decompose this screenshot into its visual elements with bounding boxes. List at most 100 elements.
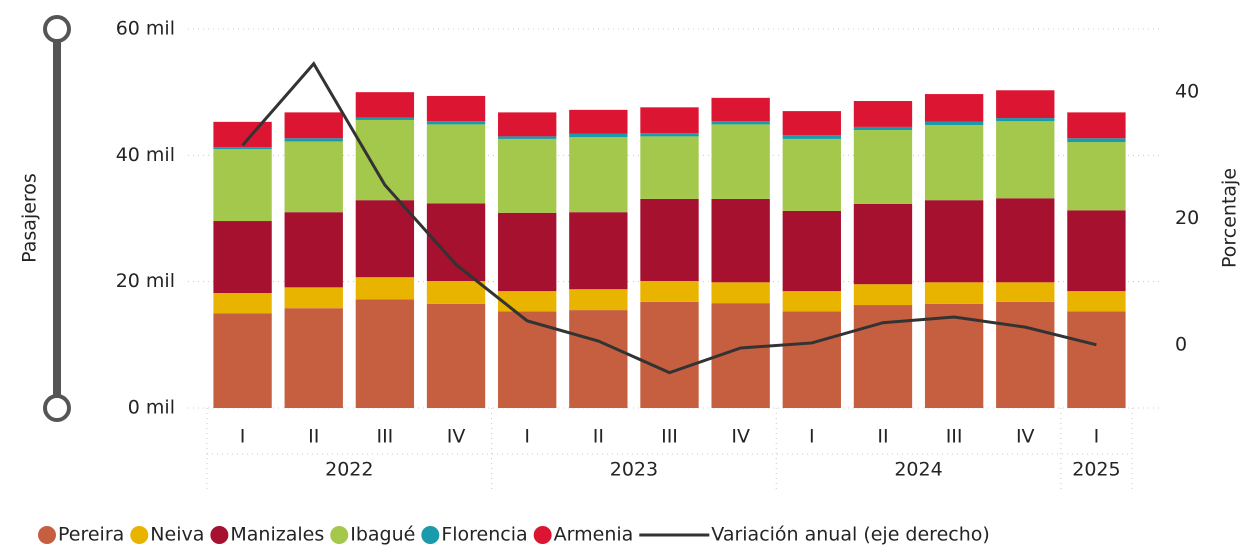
bar-segment: [924, 121, 984, 126]
y2-tick-label: 20: [1175, 207, 1199, 229]
bar-segment: [355, 200, 415, 278]
bar-segment: [996, 301, 1055, 408]
x-tick-label: II: [593, 426, 604, 448]
legend-label: Florencia: [441, 524, 527, 546]
bar-segment: [569, 133, 628, 138]
legend-label: Variación anual (eje derecho): [711, 524, 990, 546]
x-tick-label: I: [240, 426, 246, 448]
bar-segment: [711, 124, 770, 199]
bar-segment: [640, 281, 699, 302]
bar-segment: [711, 282, 770, 304]
bar-segment: [640, 107, 699, 134]
bar-segment: [924, 282, 984, 304]
bar-segment: [924, 94, 984, 122]
bar-segment: [853, 203, 913, 285]
bar-segment: [996, 198, 1055, 283]
bar-segment: [1067, 138, 1126, 143]
bar-segment: [711, 121, 770, 125]
bar-segment: [853, 284, 913, 306]
bar-segment: [996, 121, 1055, 199]
bar-segment: [213, 221, 272, 294]
x-group-label: 2025: [1072, 459, 1120, 481]
bar-segment: [284, 138, 343, 142]
bar-segment: [426, 281, 486, 304]
bar-segment: [853, 126, 913, 131]
bar-segment: [498, 291, 557, 312]
x-tick-label: I: [1094, 426, 1100, 448]
x-tick-label: II: [877, 426, 888, 448]
bar-segment: [1067, 142, 1126, 211]
bar-segment: [569, 212, 628, 290]
bar-segment: [711, 198, 770, 283]
bar-segment: [1067, 210, 1126, 292]
x-group-label: 2023: [610, 459, 658, 481]
bar-segment: [640, 136, 699, 199]
legend-marker: [130, 526, 149, 544]
bar-segment: [498, 212, 557, 292]
x-group-label: 2024: [894, 459, 942, 481]
bar-segment: [640, 198, 699, 282]
bar-segment: [569, 310, 628, 408]
y-tick-label: 60 mil: [116, 18, 175, 40]
bar-segment: [782, 138, 841, 211]
bar-segment: [782, 210, 841, 292]
bar-segment: [924, 125, 984, 201]
range-slider-handle[interactable]: [43, 15, 71, 43]
bar-segment: [426, 121, 486, 125]
y-axis-label: Pasajeros: [19, 173, 41, 263]
bar-segment: [1067, 291, 1126, 312]
bar-segment: [426, 95, 486, 122]
bar-segment: [284, 212, 343, 288]
bar-segment: [569, 137, 628, 213]
bar-segment: [426, 303, 486, 408]
bar-segment: [284, 287, 343, 309]
bar-segment: [355, 277, 415, 300]
bar-segment: [996, 282, 1055, 302]
bar-segment: [213, 293, 272, 314]
bar-segment: [924, 200, 984, 283]
bar-segment: [1067, 311, 1126, 408]
x-tick-label: II: [308, 426, 319, 448]
y2-tick-label: 0: [1175, 333, 1187, 355]
legend-label: Manizales: [230, 524, 324, 546]
x-tick-label: IV: [1016, 426, 1035, 448]
bar-segment: [213, 313, 272, 408]
bar-segment: [782, 111, 841, 136]
x-tick-label: IV: [731, 426, 750, 448]
y2-tick-label: 40: [1175, 81, 1199, 103]
bar-segment: [213, 121, 272, 148]
bar-segment: [284, 112, 343, 139]
range-slider-handle[interactable]: [43, 394, 71, 422]
bar-segment: [213, 149, 272, 222]
bar-segment: [355, 119, 415, 201]
bar-segment: [853, 130, 913, 204]
bar-segment: [569, 289, 628, 311]
legend-label: Armenia: [554, 524, 634, 546]
bar-segment: [782, 135, 841, 139]
x-tick-label: III: [661, 426, 678, 448]
bar-segment: [498, 136, 557, 139]
bar-segment: [996, 118, 1055, 122]
x-group-label: 2022: [325, 459, 373, 481]
y2-axis-label: Porcentaje: [1219, 168, 1241, 268]
y-tick-label: 40 mil: [116, 144, 175, 166]
bar-segment: [996, 90, 1055, 119]
bar-segment: [640, 301, 699, 408]
legend-marker: [421, 526, 440, 544]
x-tick-label: III: [946, 426, 963, 448]
x-tick-label: IV: [447, 426, 466, 448]
legend-marker: [330, 526, 349, 544]
bar-segment: [498, 112, 557, 137]
bar-segment: [498, 138, 557, 213]
bar-segment: [355, 299, 415, 408]
x-tick-label: I: [524, 426, 530, 448]
bar-segment: [213, 147, 272, 150]
bar-segment: [782, 311, 841, 408]
x-tick-label: III: [376, 426, 393, 448]
bar-segment: [426, 124, 486, 204]
y-tick-label: 20 mil: [116, 270, 175, 292]
bar-segment: [782, 291, 841, 312]
bar-segment: [711, 97, 770, 122]
